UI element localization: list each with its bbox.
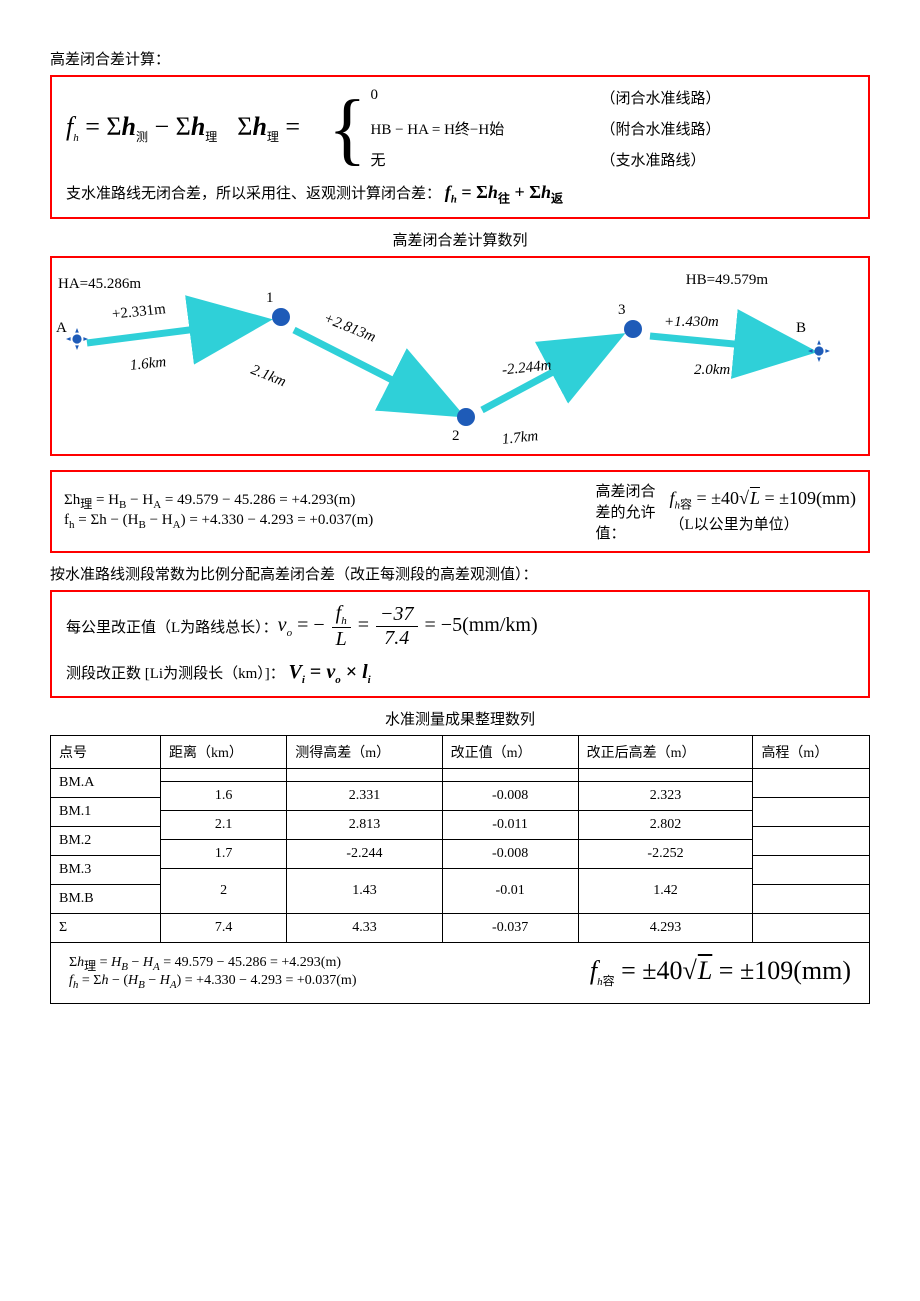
footer-left-2: fh = Σh − (HB − HA) = +4.330 − 4.293 = +… (69, 973, 356, 991)
marker-A (66, 328, 88, 350)
c-4: -0.01 (442, 868, 578, 913)
piecewise: { 0 （闭合水准线路） HB − HA = H终−H始 （附合水准线路） 无 （支水… (320, 87, 720, 170)
node-2-label: 2 (452, 428, 460, 445)
branch-formula: fh = Σh往 + Σh返 (445, 182, 563, 202)
calc1-right-formula: fh容 = ±40√L = ±109(mm) (670, 488, 857, 513)
calc1-line2: fh = Σh − (HB − HA) = +4.330 − 4.293 = +… (64, 512, 582, 531)
th-meas: 测得高差（m） (287, 735, 442, 768)
th-adj: 改正后高差（m） (578, 735, 753, 768)
sigma-h-li: Σh理 = (237, 112, 300, 145)
h-B (753, 884, 870, 913)
calc1-right-note: （L以公里为单位） (670, 513, 857, 534)
sum-d: 7.4 (161, 913, 287, 942)
d-1: 1.6 (161, 781, 287, 810)
seg1-d: 1.6km (129, 354, 167, 375)
seg4-h: +1.430m (664, 314, 719, 331)
pt-A: BM.A (51, 768, 161, 797)
formula-box: fh = Σh测 − Σh理 Σh理 = { 0 （闭合水准线路） HB − HA… (50, 75, 870, 219)
sum-a: 4.293 (578, 913, 753, 942)
th-height: 高程（m） (753, 735, 870, 768)
h-1 (753, 797, 870, 826)
pt-sum: Σ (51, 913, 161, 942)
branch-note: 支水准路线无闭合差，所以采用往、返观测计算闭合差： (66, 186, 441, 202)
label-HB: HB=49.579m (686, 272, 768, 289)
h-2 (753, 826, 870, 855)
h-A (753, 768, 870, 797)
case-2-left: HB − HA = H终−H始 (371, 118, 571, 139)
pt-1: BM.1 (51, 797, 161, 826)
a-2: 2.802 (578, 810, 753, 839)
results-table: 点号 距离（km） 测得高差（m） 改正值（m） 改正后高差（m） 高程（m） … (50, 735, 870, 1005)
brace-left: { (328, 89, 366, 169)
label-A: A (56, 320, 67, 337)
c-1: -0.008 (442, 781, 578, 810)
table-sum-row: Σ 7.4 4.33 -0.037 4.293 (51, 913, 870, 942)
adjust-line2-formula: Vi = vo × li (289, 661, 371, 683)
c-3: -0.008 (442, 839, 578, 868)
th-corr: 改正值（m） (442, 735, 578, 768)
th-dist: 距离（km） (161, 735, 287, 768)
d-3: 1.7 (161, 839, 287, 868)
footer-right: fh容 = ±40√L = ±109(mm) (590, 956, 851, 989)
node-1-label: 1 (266, 290, 274, 307)
d-4: 2 (161, 868, 287, 913)
table-row: 1.7 -2.244 -0.008 -2.252 (51, 839, 870, 855)
table-row: 2 1.43 -0.01 1.42 (51, 868, 870, 884)
case-3-left: 无 (371, 149, 571, 170)
numeric-example-title: 高差闭合差计算数列 (50, 229, 870, 250)
closure-title: 高差闭合差计算： (50, 48, 870, 69)
formula-main: fh = Σh测 − Σh理 (66, 112, 217, 145)
marker-B (808, 340, 830, 362)
h-3 (753, 855, 870, 884)
node-2-dot (457, 408, 475, 426)
node-1-dot (272, 308, 290, 326)
pt-2: BM.2 (51, 826, 161, 855)
case-2-right: （附合水准线路） (601, 118, 721, 139)
node-3-label: 3 (618, 302, 626, 319)
adjust-line2-label: 测段改正数 [Li为测段长（km）]： (66, 666, 285, 682)
calc1-line1: Σh理 = HB − HA = 49.579 − 45.286 = +4.293… (64, 492, 582, 512)
pt-3: BM.3 (51, 855, 161, 884)
a-1: 2.323 (578, 781, 753, 810)
calc-box-1: Σh理 = HB − HA = 49.579 − 45.286 = +4.293… (50, 470, 870, 553)
adjust-box: 每公里改正值（L为路线总长）： vo = − fhL = −377.4 = −5… (50, 590, 870, 698)
table-row: BM.A (51, 768, 870, 781)
a-4: 1.42 (578, 868, 753, 913)
leveling-diagram: HA=45.286m HB=49.579m A B 1 2 3 +2.331m … (50, 256, 870, 456)
a-3: -2.252 (578, 839, 753, 868)
adjust-title: 按水准路线测段常数为比例分配高差闭合差（改正每测段的高差观测值）： (50, 563, 870, 584)
branch-note-line: 支水准路线无闭合差，所以采用往、返观测计算闭合差： fh = Σh往 + Σh返 (66, 182, 854, 207)
d-2: 2.1 (161, 810, 287, 839)
calc1-right-label: 高差闭合差的允许值： (596, 480, 666, 543)
table-row: 2.1 2.813 -0.011 2.802 (51, 810, 870, 826)
case-1-left: 0 (371, 87, 571, 108)
m-3: -2.244 (287, 839, 442, 868)
th-point: 点号 (51, 735, 161, 768)
m-1: 2.331 (287, 781, 442, 810)
case-3-right: （支水准路线） (601, 149, 706, 170)
table-footer-row: Σh理 = HB − HA = 49.579 − 45.286 = +4.293… (51, 942, 870, 1004)
c-2: -0.011 (442, 810, 578, 839)
seg3-d: 1.7km (501, 428, 539, 449)
pt-B: BM.B (51, 884, 161, 913)
node-3-dot (624, 320, 642, 338)
seg4-d: 2.0km (694, 362, 730, 379)
adjust-line1-label: 每公里改正值（L为路线总长）： (66, 616, 278, 637)
sum-c: -0.037 (442, 913, 578, 942)
table-header-row: 点号 距离（km） 测得高差（m） 改正值（m） 改正后高差（m） 高程（m） (51, 735, 870, 768)
m-2: 2.813 (287, 810, 442, 839)
footer-left-1: Σh理 = HB − HA = 49.579 − 45.286 = +4.293… (69, 955, 356, 974)
adjust-line1-formula: vo = − fhL = −377.4 = −5(mm/km) (278, 602, 538, 651)
results-title: 水准测量成果整理数列 (50, 708, 870, 729)
label-HA: HA=45.286m (58, 276, 141, 293)
table-row: 1.6 2.331 -0.008 2.323 (51, 781, 870, 797)
m-4: 1.43 (287, 868, 442, 913)
label-B: B (796, 320, 806, 337)
case-1-right: （闭合水准线路） (601, 87, 721, 108)
sum-m: 4.33 (287, 913, 442, 942)
